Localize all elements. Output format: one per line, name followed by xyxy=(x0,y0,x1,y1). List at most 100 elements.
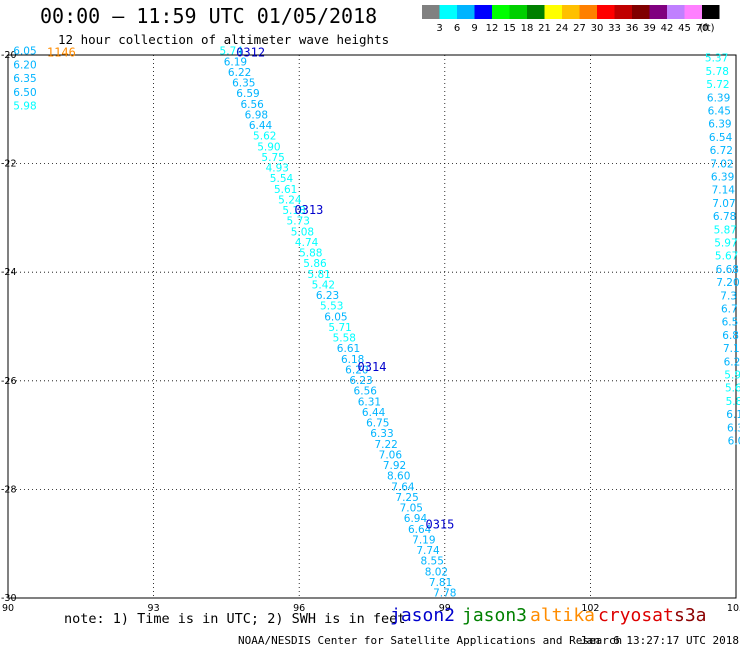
colorbar-label: 12 xyxy=(486,23,499,34)
colorbar-swatch xyxy=(597,5,615,19)
y-tick-label: -22 xyxy=(1,159,17,170)
wave-height-label: 6.44 xyxy=(362,407,386,419)
wave-height-label: 6.19 xyxy=(224,56,247,68)
colorbar-label: 45 xyxy=(678,23,691,34)
wave-height-label: 6.0 xyxy=(728,436,740,448)
y-tick-label: -28 xyxy=(1,484,17,495)
satellite-legend-altika: altika xyxy=(530,605,596,626)
track-jason2-2: 5.375.785.726.396.456.396.546.727.026.39… xyxy=(705,53,740,448)
wave-height-label: 6.22 xyxy=(228,67,251,79)
wave-height-label: 6.05 xyxy=(324,311,347,323)
x-tick-label: 99 xyxy=(439,603,451,614)
colorbar-label: 15 xyxy=(503,23,516,34)
wave-height-label: 6.35 xyxy=(232,78,255,90)
wave-height-label: 6.23 xyxy=(316,290,339,302)
wave-height-label: 5.71 xyxy=(328,322,351,334)
x-tick-label: 90 xyxy=(2,603,14,614)
wave-height-label: 5.72 xyxy=(706,79,729,91)
wave-height-label: 6.39 xyxy=(707,92,730,104)
colorbar-label: 27 xyxy=(573,23,586,34)
wave-height-label: 6.05 xyxy=(13,46,36,58)
colorbar-swatch xyxy=(632,5,650,19)
plot-frame xyxy=(7,54,737,599)
pass-time-label: 0313 xyxy=(294,203,323,217)
wave-height-label: 6.59 xyxy=(236,88,259,100)
colorbar-swatch xyxy=(474,5,492,19)
wave-height-label: 5.86 xyxy=(303,258,327,270)
footer-note: note: 1) Time is in UTC; 2) SWH is in fe… xyxy=(64,611,406,627)
wave-height-label: 5.8 xyxy=(726,396,740,408)
wave-height-label: 7.78 xyxy=(433,588,456,600)
colorbar-label: 70 xyxy=(696,23,709,34)
wave-height-label: 4.93 xyxy=(266,163,289,175)
wave-height-label: 6.31 xyxy=(358,396,381,408)
wave-height-label: 7.1 xyxy=(723,343,740,355)
wave-height-label: 8.02 xyxy=(425,566,448,578)
pass-time-label: 1146 xyxy=(47,45,76,59)
colorbar-label: 36 xyxy=(626,23,639,34)
chart-title: 00:00 – 11:59 UTC 01/05/2018 xyxy=(40,4,378,28)
colorbar-swatch xyxy=(684,5,702,19)
chart-subtitle: 12 hour collection of altimeter wave hei… xyxy=(58,32,390,47)
wave-height-label: 6.8 xyxy=(722,330,739,342)
x-tick-label: 102 xyxy=(581,603,599,614)
wave-height-label: 5.54 xyxy=(270,173,294,185)
colorbar-label: 18 xyxy=(521,23,534,34)
colorbar-label: 39 xyxy=(643,23,656,34)
wave-height-label: 7.19 xyxy=(412,534,435,546)
colorbar-swatch xyxy=(614,5,632,19)
wave-height-label: 6.33 xyxy=(370,428,393,440)
satellite-legend-jason3: jason3 xyxy=(462,605,528,626)
colorbar-swatch xyxy=(544,5,562,19)
wave-height-label: 5.88 xyxy=(299,248,322,260)
colorbar-label: 21 xyxy=(538,23,551,34)
wave-height-label: 6.18 xyxy=(341,354,364,366)
wave-height-label: 6.1 xyxy=(726,409,740,421)
y-tick-label: -20 xyxy=(1,50,17,61)
satellite-legend-cryosat: cryosat xyxy=(598,605,674,626)
colorbar-swatch xyxy=(457,5,475,19)
wave-height-label: 7.81 xyxy=(429,577,452,589)
wave-height-label: 5.58 xyxy=(333,333,356,345)
wave-height-label: 5.53 xyxy=(320,301,343,313)
wave-height-label: 6.39 xyxy=(711,172,734,184)
colorbar-label: 24 xyxy=(556,23,569,34)
colorbar-swatch xyxy=(702,5,720,19)
wave-height-label: 6.7 xyxy=(721,304,738,316)
wave-height-label: 6.35 xyxy=(13,73,36,85)
colorbar-label: 33 xyxy=(608,23,621,34)
wave-height-label: 6.44 xyxy=(249,120,273,132)
wave-height-label: 6.50 xyxy=(13,87,36,99)
wave-height-label: 7.06 xyxy=(379,449,403,461)
colorbar-swatch xyxy=(422,5,440,19)
wave-height-label: 7.3 xyxy=(720,290,737,302)
wave-height-label: 5.78 xyxy=(706,66,729,78)
wave-height-label: 6.2 xyxy=(724,356,740,368)
wave-height-label: 5.61 xyxy=(274,184,297,196)
map-plot: 90 93 96 99 102 105 -20 -22 -24 -26 -28 -30 5.746.19… xyxy=(1,45,740,614)
y-tick-label: -30 xyxy=(1,593,17,604)
color-scale-legend: 3 6 9 12 15 18 21 24 27 30 33 36 39 42 45 70(ft) xyxy=(422,5,720,34)
x-tick-label: 93 xyxy=(148,603,160,614)
colorbar-swatch xyxy=(509,5,527,19)
wave-height-label: 5.08 xyxy=(291,226,314,238)
wave-height-label: 5.67 xyxy=(715,251,738,263)
colorbar-swatch xyxy=(492,5,510,19)
wave-height-label: 6.75 xyxy=(366,418,389,430)
y-tick-label: -26 xyxy=(1,376,17,387)
wave-height-label: 6.98 xyxy=(245,109,268,121)
x-tick-label: 96 xyxy=(293,603,305,614)
wave-height-label: 5.97 xyxy=(714,238,737,250)
wave-height-label: 5.62 xyxy=(253,131,276,143)
colorbar-label: 9 xyxy=(471,23,477,34)
wave-height-label: 5.24 xyxy=(278,194,302,206)
wave-height-label: 7.74 xyxy=(416,545,440,557)
pass-time-label: 0314 xyxy=(358,360,387,374)
wave-height-label: 6.72 xyxy=(710,145,733,157)
wave-height-label: 6.56 xyxy=(240,99,264,111)
wave-height-label: 6.56 xyxy=(354,386,378,398)
wave-height-label: 5.9 xyxy=(724,370,740,382)
wave-height-label: 6.45 xyxy=(708,106,731,118)
colorbar-label: 42 xyxy=(661,23,674,34)
track-altika-1: 6.056.20 6.35 6.505.98 1146 xyxy=(13,45,76,112)
